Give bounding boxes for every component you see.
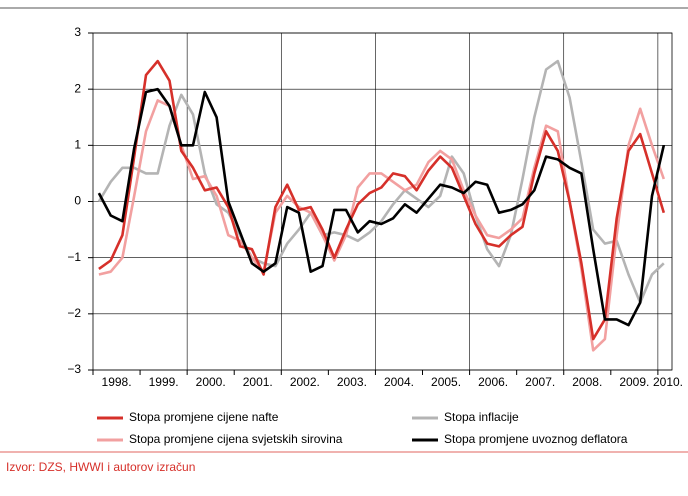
x-tick-label: 2004. [384,375,414,389]
y-tick-label: 0 [74,194,81,208]
x-tick-label: 2008. [572,375,602,389]
line [97,87,666,327]
source: Izvor: DZS, HWWI i autorov izračun [6,460,195,474]
x-tick-label: 2002. [290,375,320,389]
plot-frame [92,32,673,371]
y-tick-label: 3 [74,25,81,39]
x-tick-label: 2001. [243,375,273,389]
y-tick-label: −2 [67,306,81,320]
line [98,99,666,352]
line [97,59,665,304]
y-tick-label: −1 [67,250,81,264]
x-tick-label: 2007. [525,375,555,389]
x-tick-label: 2006. [478,375,508,389]
legend-label: Stopa inflacije [444,410,519,424]
x-tick-label: 2003. [337,375,367,389]
line [98,59,666,341]
x-tick-label: 2000. [196,375,226,389]
legend-label: Stopa promjene cijena svjetskih sirovina [129,432,343,446]
x-tick-label: 2010. [653,375,683,389]
y-tick-label: −3 [67,362,81,376]
legend-label: Stopa promjene cijene nafte [129,410,279,424]
x-tick-label: 1998. [102,375,132,389]
legend-label: Stopa promjene uvoznog deflatora [444,432,628,446]
y-tick-label: 1 [74,138,81,152]
x-tick-label: 2009. [619,375,649,389]
y-tick-label: 2 [74,81,81,95]
x-tick-label: 1999. [149,375,179,389]
x-tick-label: 2005. [431,375,461,389]
